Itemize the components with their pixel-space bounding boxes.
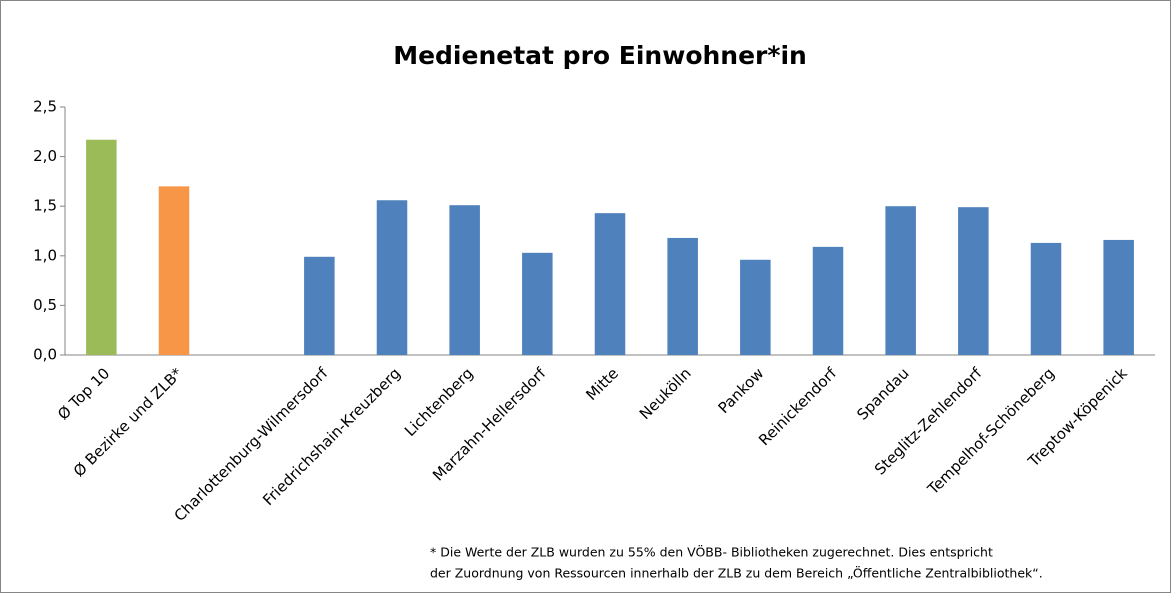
chart-title: Medienetat pro Einwohner*in [393, 41, 807, 70]
y-tick-label: 2,5 [33, 98, 57, 116]
y-tick-label: 0,0 [33, 346, 57, 364]
bar [958, 207, 989, 355]
bar [522, 252, 553, 355]
y-tick-label: 2,0 [33, 147, 57, 165]
y-tick-label: 1,5 [33, 197, 57, 215]
bar [376, 200, 408, 355]
footnote: * Die Werte der ZLB wurden zu 55% den VÖ… [430, 544, 993, 560]
footnote: der Zuordnung von Ressourcen innerhalb d… [430, 565, 1043, 581]
y-tick-label: 1,0 [33, 246, 57, 264]
bar [158, 186, 190, 355]
bar [594, 213, 626, 355]
bar [812, 246, 844, 355]
bar [1103, 239, 1134, 355]
bar [1030, 242, 1062, 355]
bar [667, 237, 698, 355]
bar [304, 256, 335, 355]
y-tick-label: 0,5 [33, 296, 57, 314]
bar [86, 139, 117, 355]
bar [740, 259, 771, 355]
bar [449, 205, 480, 355]
bar [885, 206, 916, 355]
